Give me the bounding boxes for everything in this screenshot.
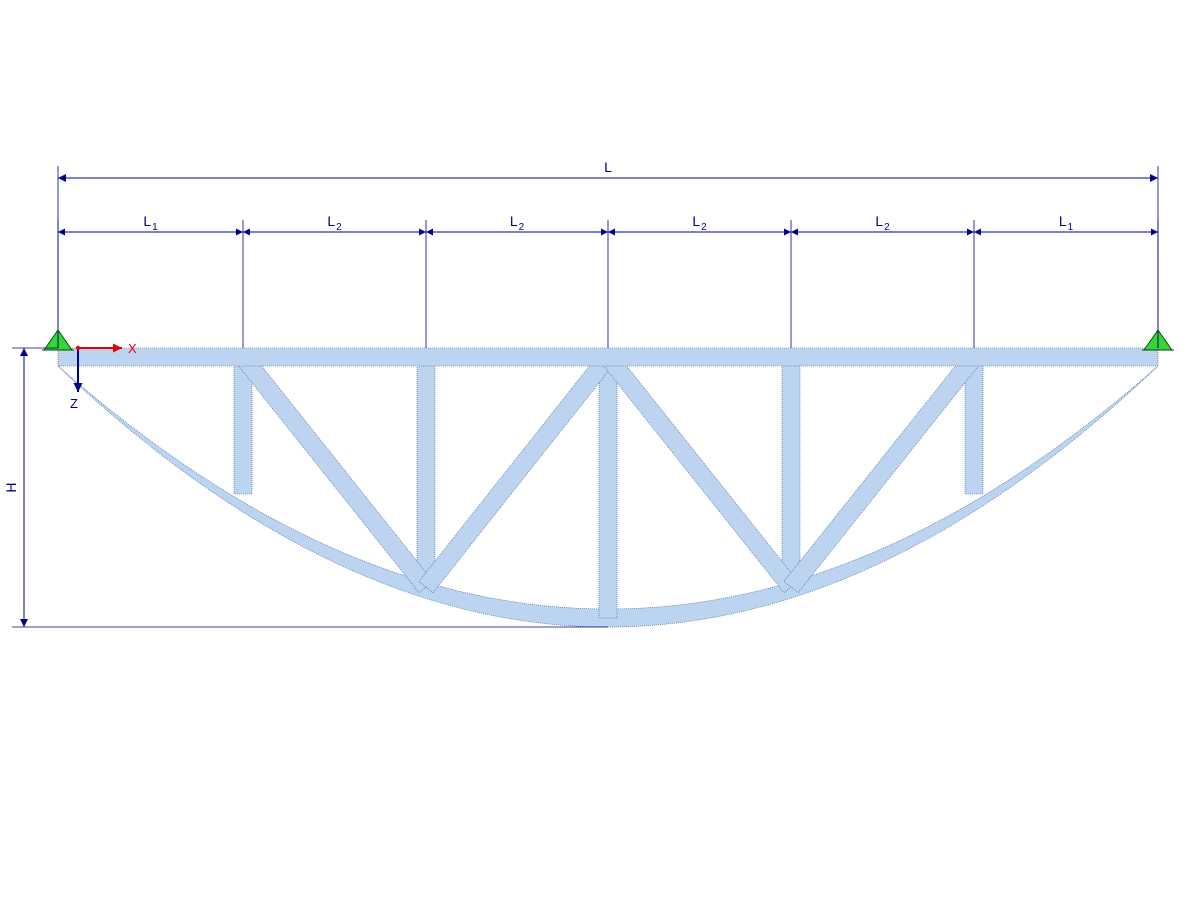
axis-x-label: X — [128, 341, 137, 356]
diagonal-1 — [419, 351, 615, 592]
dim-panel-1-label: L2 — [327, 213, 342, 233]
dim-H-label: H — [3, 482, 19, 492]
dim-panel-3-label: L2 — [692, 213, 707, 233]
vertical-4 — [782, 357, 800, 587]
vertical-2 — [417, 357, 435, 587]
dim-panel-4-label: L2 — [875, 213, 890, 233]
vertical-3 — [599, 357, 617, 618]
diagonal-2 — [601, 351, 798, 592]
top-chord — [58, 348, 1158, 366]
dim-panel-5-label: L1 — [1059, 213, 1074, 233]
dim-panel-2-label: L2 — [510, 213, 525, 233]
dim-panel-0-label: L1 — [143, 213, 158, 233]
axis-z-label: Z — [70, 396, 78, 411]
dim-L-label: L — [604, 159, 612, 175]
axis-origin — [76, 346, 80, 350]
truss-diagram: X Z L L1 L2 L2 L2 L2 L1 H — [0, 0, 1200, 900]
